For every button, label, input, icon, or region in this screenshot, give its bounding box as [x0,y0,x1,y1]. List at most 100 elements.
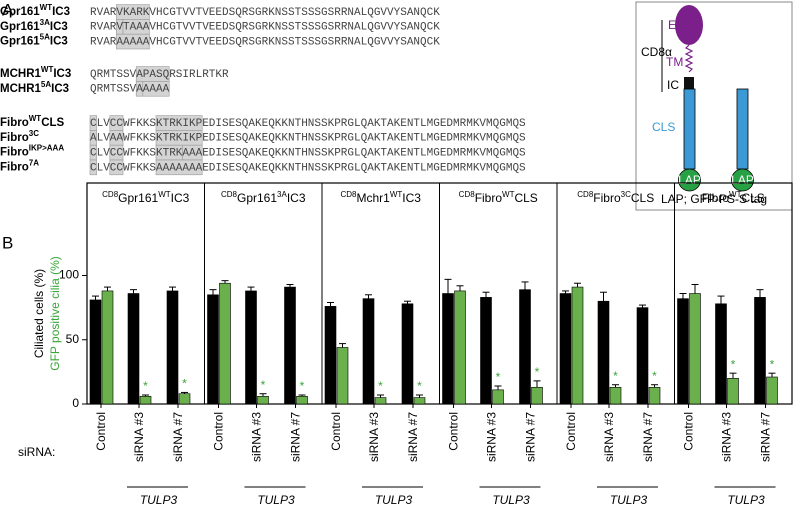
tag-label: LAP; GFP-PS-S tag [661,192,767,206]
group-label: TULP3 [727,493,765,507]
label-part: Fibro [0,147,29,159]
label-part: CD8 [102,190,119,199]
label-part: WT [41,65,54,74]
label-part: 3C [621,190,631,199]
label-part: CD8 [577,190,594,199]
bar [636,307,649,405]
sequence-segment: EDISESQAKEQKKNTHNSSKPRGLQAKTAKENTLMGEDMR… [202,148,526,160]
label-part: Gpr161 [0,36,40,48]
group-label: TULP3 [257,493,295,507]
panel-title: CD8Gpr161WTIC3 [102,190,189,205]
bar [166,290,179,405]
lap-tag [731,168,754,192]
significance-marker: * [652,369,657,383]
x-tick-label: siRNA #7 [289,412,303,462]
highlight-box [155,159,203,176]
sequence-label: Fibro7A [0,159,39,174]
bar [362,298,375,405]
bar [296,395,308,405]
bar [101,290,114,405]
group-label: TULP3 [375,493,413,507]
highlight-box [142,81,170,97]
sequence-segment: RVAR [90,7,117,19]
panel-title: CD8FibroWTCLS [459,190,538,205]
cd8-label: CD8α [641,45,672,59]
panel-label: A [2,0,14,19]
label-part: Gpr161 [0,21,40,33]
x-tick-label: siRNA #7 [524,412,538,462]
label-part: IC3 [52,6,70,18]
significance-marker: * [261,378,266,392]
bar [519,289,531,405]
sequence-segment: KTRKIKP [156,133,203,145]
label-part: Fibro [0,161,29,173]
bar [754,297,766,405]
label-part: CLS [514,191,537,205]
label-part: IC3 [53,68,71,80]
sequence-segment: QRMTSSV [90,84,137,96]
label-part: 3A [40,18,50,27]
x-tick-label: siRNA #3 [250,412,264,462]
label-part: IKP>AAA [29,144,65,153]
significance-marker: * [496,370,501,384]
label-part: CD8 [459,190,476,199]
label-part: CD8 [341,190,358,199]
bar [480,297,492,405]
label-part: WT [158,190,171,199]
sequence-segment: EDISESQAKEQKKNTHNSSKPRGLQAKTAKENTLMGEDMR… [202,133,526,145]
label-part: IC3 [50,36,68,48]
sequence-segment: KTRKIKP [156,118,203,130]
panel-title: CD8Gpr1613AIC3 [221,190,306,205]
x-tick-label: siRNA #7 [759,412,773,462]
significance-marker: * [417,379,422,393]
bar [559,293,572,405]
sequence-segment: AAA [182,148,202,160]
y-tick-label: 0 [72,396,79,410]
cls-bar [736,88,749,170]
bar [89,299,102,405]
tm-coil [684,44,694,73]
bar [219,282,231,405]
sequence-segment: RVAR [90,37,117,49]
label-part: Fibro [702,191,730,205]
significance-marker: * [182,377,187,391]
panel-title: FibroWTCLS [702,190,765,205]
bar [127,293,140,405]
label-part: IC3 [402,191,421,205]
label-part: WT [390,190,403,199]
sequence-label: Gpr1613AIC3 [0,18,68,33]
label-part: Fibro [0,132,29,144]
label-part: MCHR1 [0,68,41,80]
label-part: Gpr161 [0,6,40,18]
x-tick-label: siRNA #3 [485,412,499,462]
sequence-segment: VKARK [116,7,149,19]
sequence-label: MCHR1WTIC3 [0,65,71,80]
x-tick-label: siRNA #7 [171,412,185,462]
label-part: Fibro [593,191,621,205]
diagram-frame [635,1,793,211]
label-part: Gpr161 [118,191,158,205]
cls-label: CLS [652,120,675,134]
significance-marker: * [378,379,383,393]
bar [284,286,296,405]
label-part: 3C [29,129,39,138]
label-part: IC3 [51,83,69,95]
group-label: TULP3 [140,493,178,507]
x-tick-label: siRNA #3 [602,412,616,462]
label-part: WT [40,3,53,12]
sequence-segment: A [90,133,97,145]
label-part: WT [29,114,42,123]
sequence-segment: WFKKS [123,162,156,174]
significance-marker: * [731,357,736,371]
panel-title: CD8Fibro3CCLS [577,190,654,205]
tm-label: TM [666,55,683,69]
x-tick-label: siRNA #3 [132,412,146,462]
sequence-segment: WFKKS [123,148,156,160]
highlight-box [89,159,97,176]
label-part: Mchr1 [357,191,391,205]
sequence-segment: LV [97,162,111,174]
label-part: 3A [277,190,287,199]
y2-axis-label: GFP positive cilia (%) [48,256,62,370]
label-part: 5A [41,80,51,89]
label-part: WT [502,190,515,199]
